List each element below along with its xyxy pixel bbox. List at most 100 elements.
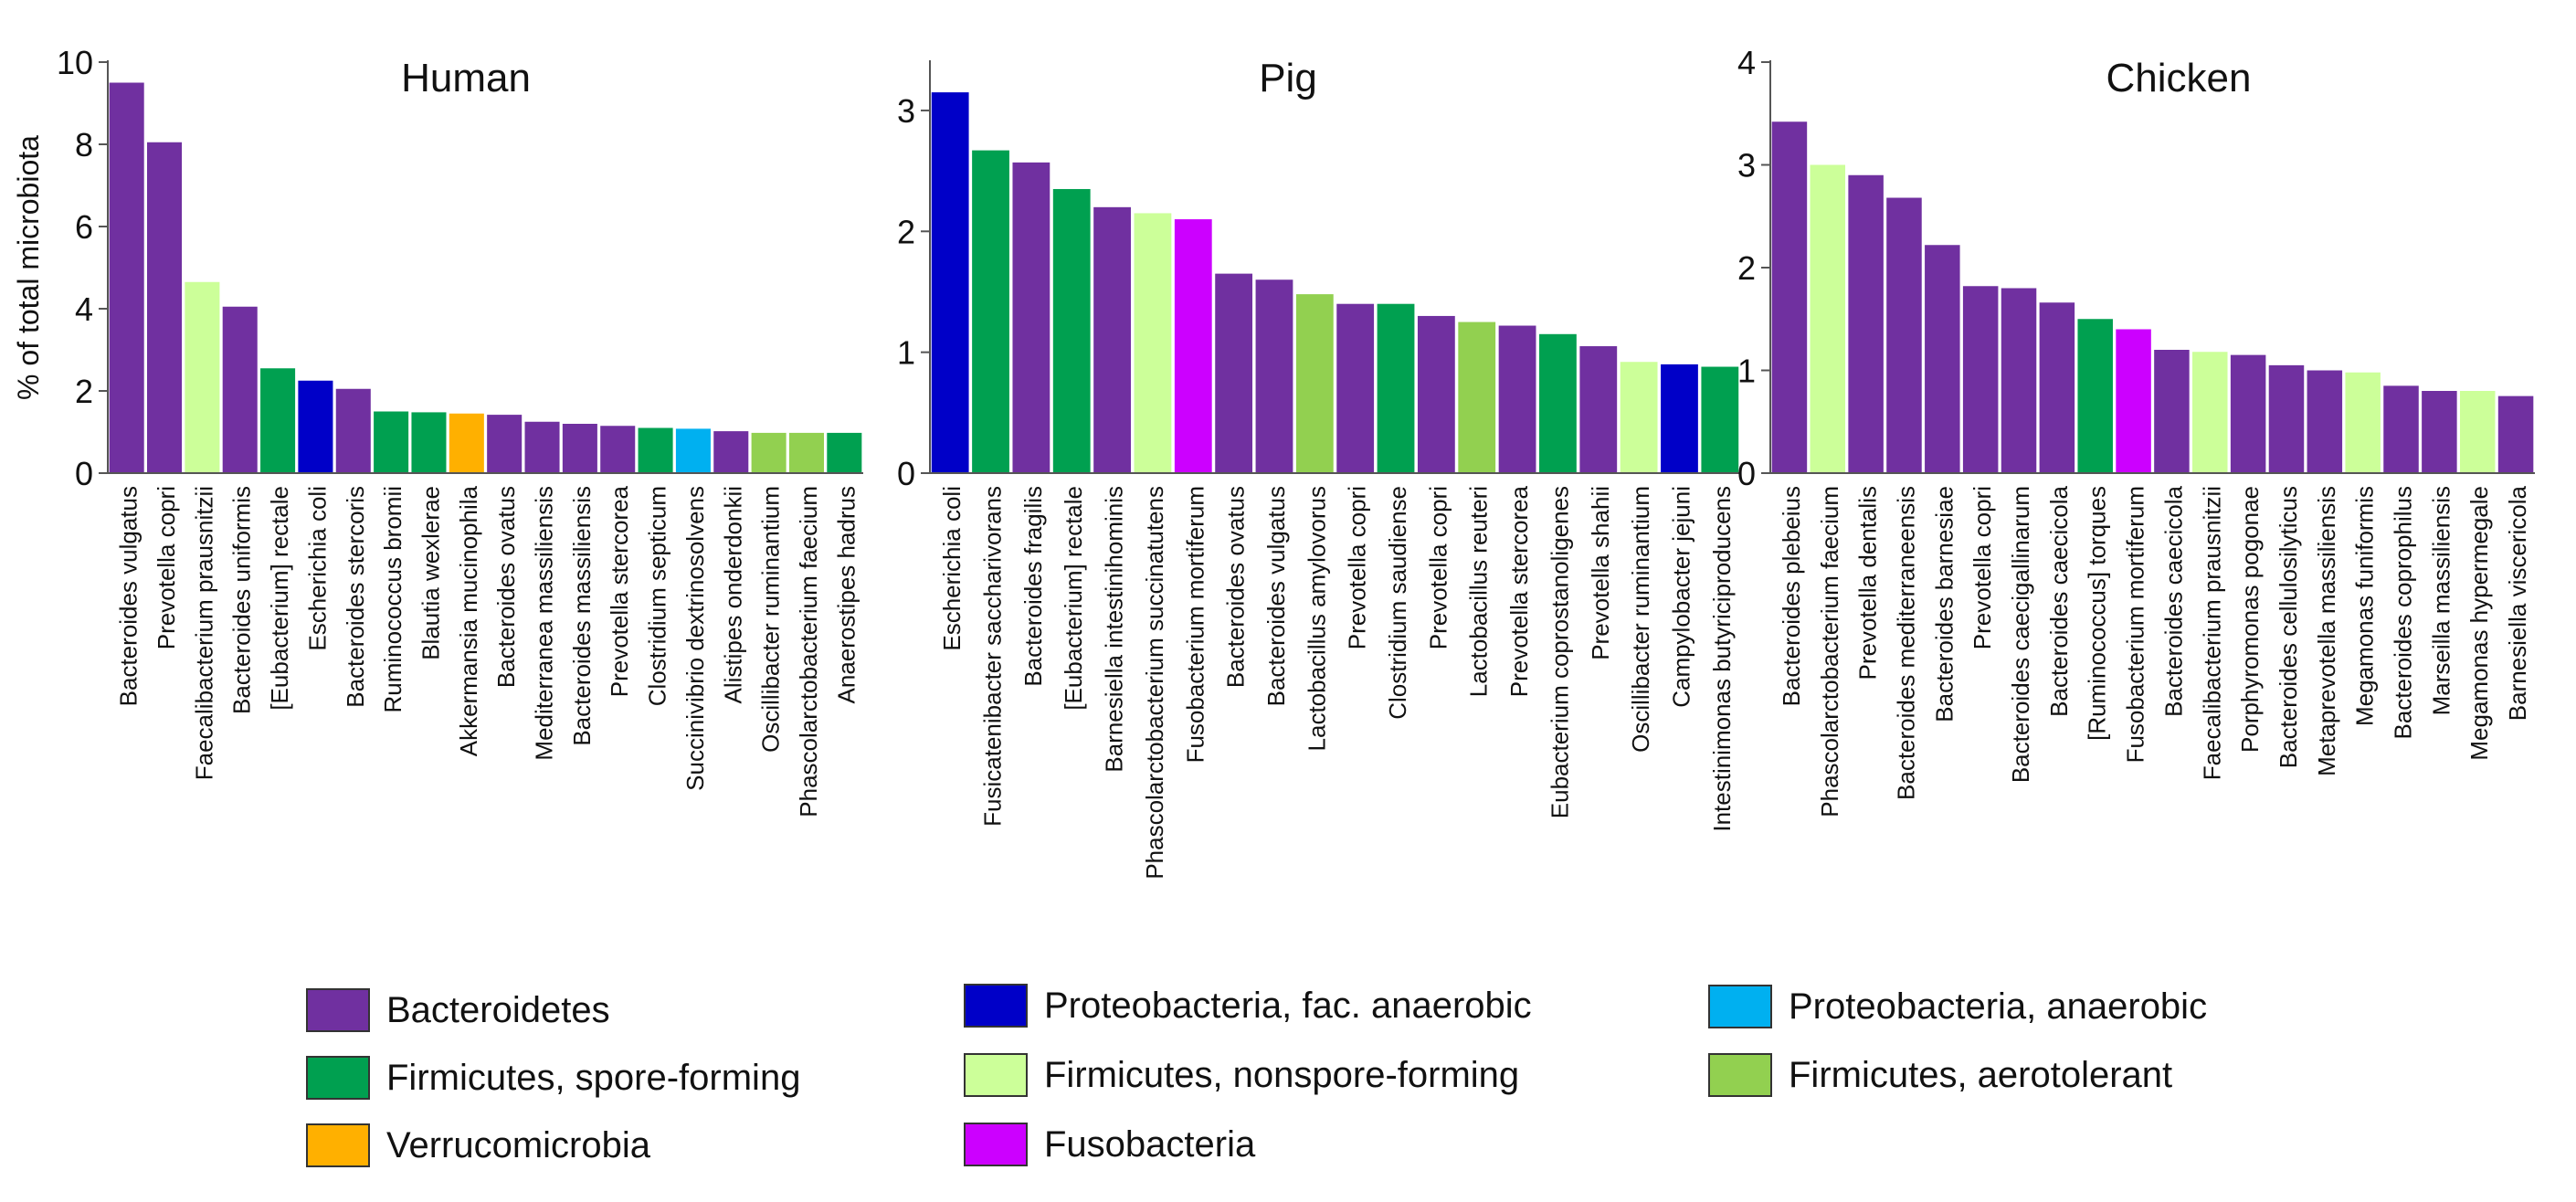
chicken-y-tick-label: 1	[1737, 353, 1756, 390]
human-category-label: Bacteroides vulgatus	[115, 486, 143, 706]
chicken-category-label: [Ruminococcus] torques	[2084, 486, 2111, 741]
pig-category-label: Eubacterium coprostanoligenes	[1546, 486, 1573, 818]
pig-bar	[1012, 162, 1050, 473]
pig-bar	[1134, 213, 1172, 474]
chicken-bar	[2192, 352, 2228, 473]
pig-category-label: Campylobacter jejuni	[1667, 486, 1694, 708]
pig-category-label: Escherichia coli	[938, 486, 966, 651]
pig-category-label: Oscillibacter ruminantium	[1627, 486, 1654, 753]
human-category-label: Akkermansia mucinophila	[455, 485, 482, 756]
legend-item-proteobacteria-anaerobic: Proteobacteria, anaerobic	[1708, 985, 2207, 1028]
human-category-label: Clostridium septicum	[644, 486, 671, 706]
human-chart-title: Human	[401, 56, 531, 100]
chicken-bar	[2230, 354, 2266, 473]
chicken-category-label: Phascolarctobacterium faecium	[1816, 486, 1843, 817]
chicken-bar	[1771, 121, 1808, 473]
pig-category-label: Intestinimonas butyriciproducens	[1708, 486, 1736, 832]
human-category-label: Bacteroides ovatus	[492, 486, 520, 688]
legend-item-proteobacteria-fac: Proteobacteria, fac. anaerobic	[964, 984, 1532, 1028]
legend-label: Proteobacteria, fac. anaerobic	[1044, 985, 1532, 1026]
legend-label: Firmicutes, nonspore-forming	[1044, 1054, 1520, 1095]
human-bar	[147, 142, 183, 473]
chicken-bar	[2422, 391, 2457, 473]
legend-label: Verrucomicrobia	[386, 1124, 651, 1165]
chicken-category-label: Barnesiella viscericola	[2504, 485, 2531, 721]
chicken-bar	[1886, 197, 1922, 473]
pig-category-label: Bacteroides ovatus	[1222, 486, 1250, 688]
human-bar	[788, 432, 824, 473]
human-category-label: [Eubacterium] rectale	[266, 486, 293, 711]
chicken-category-label: Bacteroides caecicola	[2045, 485, 2073, 716]
human-y-tick-label: 0	[75, 455, 93, 492]
human-bar	[562, 424, 597, 473]
human-category-label: Mediterranea massiliensis	[531, 486, 558, 761]
pig-bar	[1377, 303, 1415, 473]
legend-swatch-firmicutes-nonspore	[964, 1053, 1028, 1097]
pig-bar	[1336, 303, 1375, 473]
pig-bar	[1295, 294, 1334, 473]
pig-category-label: Prevotella copri	[1424, 486, 1452, 649]
legend-label: Fusobacteria	[1044, 1123, 1256, 1165]
human-category-label: Anaerostipes hadrus	[832, 486, 860, 703]
human-bar	[487, 415, 523, 473]
human-category-label: Bacteroides stercoris	[342, 486, 369, 708]
chicken-bar	[2116, 329, 2151, 473]
pig-y-tick-label: 0	[897, 455, 915, 492]
human-category-label: Bacteroides uniformis	[228, 486, 256, 714]
human-bar	[675, 428, 711, 473]
legend-label: Firmicutes, spore-forming	[386, 1057, 801, 1098]
chicken-category-label: Megamonas funiformis	[2351, 486, 2379, 726]
pig-category-label: Lactobacillus reuteri	[1465, 486, 1493, 697]
human-bar	[374, 411, 409, 473]
human-bar	[600, 426, 636, 473]
human-category-label: Escherichia coli	[303, 486, 331, 651]
pig-category-label: Bacteroides vulgatus	[1262, 486, 1290, 706]
chicken-y-tick-label: 0	[1737, 455, 1756, 492]
legend-item-firmicutes-spore: Firmicutes, spore-forming	[306, 1056, 800, 1100]
pig-category-label: Barnesiella intestinihominis	[1101, 486, 1128, 773]
human-category-label: Prevotella copri	[153, 486, 180, 649]
chicken-category-label: Faecalibacterium prausnitzii	[2198, 486, 2225, 780]
human-y-tick-label: 6	[75, 208, 93, 246]
human-bar	[411, 412, 447, 473]
human-bar	[109, 82, 144, 473]
chicken-y-tick-label: 3	[1737, 147, 1756, 185]
human-bar	[335, 388, 371, 473]
pig-category-label: [Eubacterium] rectale	[1060, 486, 1087, 711]
chicken-category-label: Bacteroides coprophilus	[2390, 486, 2417, 740]
chicken-bar	[2497, 395, 2534, 473]
legend-label: Bacteroidetes	[386, 989, 610, 1030]
legend-item-verrucomicrobia: Verrucomicrobia	[306, 1123, 650, 1167]
pig-category-label: Fusicatenibacter saccharivorans	[979, 486, 1007, 827]
chicken-y-tick-label: 4	[1737, 44, 1756, 81]
human-category-label: Faecalibacterium prausnitzii	[190, 486, 217, 780]
pig-bar	[1417, 315, 1455, 473]
chicken-category-label: Fusobacterium mortiferum	[2122, 486, 2149, 763]
human-bar	[449, 413, 484, 473]
pig-bar	[931, 92, 969, 474]
human-bar	[751, 432, 787, 473]
chicken-category-label: Bacteroides caecicola	[2159, 485, 2187, 716]
chicken-bar	[2383, 385, 2419, 473]
chicken-category-label: Porphyromonas pogonae	[2236, 486, 2264, 753]
human-category-label: Succinivibrio dextrinosolvens	[681, 486, 709, 791]
pig-y-tick-label: 2	[897, 213, 915, 250]
human-category-label: Prevotella stercorea	[606, 485, 633, 697]
human-category-label: Ruminococcus bromii	[379, 486, 406, 713]
human-category-label: Bacteroides massiliensis	[568, 486, 596, 746]
pig-y-tick-label: 3	[897, 92, 915, 130]
chicken-bar	[1848, 174, 1884, 473]
pig-bar	[1661, 364, 1698, 473]
human-category-label: Alistipes onderdonkii	[719, 486, 746, 703]
human-y-axis-label: % of total microbiota	[12, 135, 45, 400]
pig-bar	[1620, 362, 1658, 473]
legend-item-firmicutes-aerotolerant: Firmicutes, aerotolerant	[1708, 1053, 2172, 1097]
chicken-category-label: Bacteroides caecigallinarum	[2007, 486, 2034, 783]
chicken-category-label: Metaprevotella massiliensis	[2313, 486, 2340, 776]
pig-category-label: Prevotella shahii	[1587, 486, 1614, 660]
chicken-category-label: Bacteroides mediterraneensis	[1892, 486, 1919, 800]
chicken-bar	[2459, 391, 2496, 473]
pig-y-tick-label: 1	[897, 334, 915, 372]
